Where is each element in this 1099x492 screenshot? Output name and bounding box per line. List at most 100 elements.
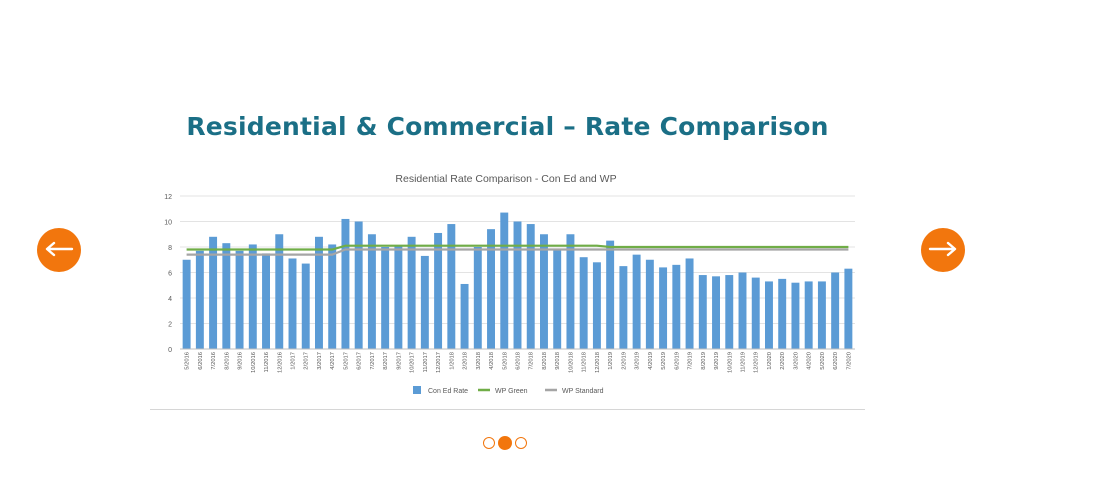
x-tick-label: 11/2018 [582, 352, 588, 373]
x-tick-label: 10/2016 [251, 352, 257, 373]
page-title: Residential & Commercial – Rate Comparis… [186, 112, 829, 141]
chart-legend: Con Ed Rate WP Green WP Standard [413, 386, 604, 395]
bar-12/2016 [275, 234, 284, 349]
x-tick-label: 1/2017 [291, 352, 297, 370]
bar-8/2017 [381, 247, 390, 349]
bar-11/2019 [738, 272, 747, 349]
x-tick-label: 9/2016 [238, 352, 244, 370]
bar-2/2018 [460, 283, 469, 349]
carousel-dot-3[interactable] [515, 437, 527, 449]
chart-divider [150, 409, 865, 410]
bar-6/2019 [672, 264, 681, 349]
bar-4/2020 [804, 281, 813, 349]
x-tick-label: 6/2020 [833, 352, 839, 370]
bar-4/2018 [487, 229, 495, 349]
y-tick-label: 12 [164, 194, 172, 201]
x-tick-label: 5/2016 [185, 352, 191, 370]
y-tick-label: 2 [168, 322, 172, 329]
bar-7/2019 [685, 258, 694, 349]
bar-8/2018 [540, 234, 548, 349]
x-tick-label: 3/2017 [317, 352, 323, 370]
bar-7/2018 [526, 224, 535, 349]
legend-label: WP Standard [562, 388, 604, 395]
legend-label: WP Green [495, 388, 528, 395]
bar-12/2018 [592, 262, 601, 349]
bar-7/2020 [844, 268, 853, 349]
x-tick-label: 1/2018 [449, 352, 455, 370]
bar-1/2019 [606, 240, 615, 349]
bar-2/2017 [301, 263, 310, 349]
x-tick-label: 11/2019 [741, 352, 747, 373]
x-tick-label: 6/2019 [674, 352, 680, 370]
x-tick-label: 5/2019 [661, 352, 667, 370]
bar-4/2017 [328, 244, 337, 349]
bar-4/2019 [645, 259, 654, 349]
bar-5/2019 [659, 267, 668, 349]
bar-11/2017 [420, 255, 429, 349]
bar-6/2017 [354, 221, 363, 349]
arrow-left-icon [44, 240, 74, 261]
chart-svg: Residential Rate Comparison - Con Ed and… [164, 173, 855, 395]
x-tick-label: 11/2017 [423, 352, 429, 373]
bar-5/2017 [341, 218, 350, 349]
carousel-dot-2[interactable] [498, 436, 512, 450]
x-tick-label: 2/2020 [780, 352, 786, 370]
y-tick-label: 4 [168, 296, 172, 303]
x-tick-label: 12/2017 [436, 352, 442, 373]
x-tick-label: 9/2017 [396, 352, 402, 370]
bar-9/2019 [712, 276, 720, 349]
line-wp-green [186, 244, 849, 251]
bar-3/2017 [315, 236, 323, 349]
bar-8/2016 [222, 243, 231, 349]
x-tick-label: 6/2016 [198, 352, 204, 370]
x-tick-label: 7/2020 [846, 352, 852, 370]
x-tick-label: 3/2018 [476, 352, 482, 370]
bar-1/2018 [447, 224, 456, 349]
x-tick-label: 5/2020 [820, 352, 826, 370]
y-tick-label: 0 [168, 347, 172, 354]
bar-6/2016 [195, 250, 204, 349]
x-tick-label: 12/2016 [277, 352, 283, 373]
y-axis-ticks: 0 2 4 6 8 10 12 [164, 194, 172, 354]
x-tick-label: 2/2018 [463, 352, 469, 370]
bar-9/2017 [394, 245, 403, 349]
bar-2/2020 [778, 278, 787, 349]
bar-11/2018 [579, 257, 588, 349]
x-tick-label: 5/2018 [502, 352, 508, 370]
legend-label: Con Ed Rate [428, 388, 468, 395]
bar-1/2017 [288, 258, 297, 349]
previous-slide-button[interactable] [37, 228, 81, 272]
bar-10/2017 [407, 236, 416, 349]
x-tick-label: 1/2020 [767, 352, 773, 370]
x-tick-label: 4/2017 [330, 352, 336, 370]
bar-12/2019 [751, 277, 760, 349]
bar-10/2018 [566, 234, 575, 349]
x-tick-label: 2/2019 [621, 352, 627, 370]
bar-7/2016 [209, 236, 218, 349]
bar-3/2019 [632, 254, 641, 349]
bar-12/2017 [434, 232, 443, 349]
con-ed-bars [182, 212, 853, 349]
x-tick-label: 8/2017 [383, 352, 389, 370]
bar-5/2018 [500, 212, 509, 349]
bar-8/2019 [698, 275, 707, 349]
y-tick-label: 8 [168, 245, 172, 252]
x-tick-label: 7/2017 [370, 352, 376, 370]
bar-6/2018 [513, 221, 522, 349]
bar-6/2020 [831, 272, 840, 349]
bar-10/2016 [248, 244, 257, 349]
arrow-right-icon [928, 240, 958, 261]
x-tick-label: 5/2017 [343, 352, 349, 370]
next-slide-button[interactable] [921, 228, 965, 272]
x-tick-label: 4/2020 [807, 352, 813, 370]
legend-swatch-con-ed-rate [413, 386, 421, 394]
bar-9/2018 [553, 249, 562, 349]
x-tick-label: 4/2018 [489, 352, 495, 370]
x-tick-label: 4/2019 [648, 352, 654, 370]
x-tick-label: 6/2018 [516, 352, 522, 370]
carousel-dot-1[interactable] [483, 437, 495, 449]
x-tick-label: 3/2019 [635, 352, 641, 370]
carousel-pagination [483, 436, 527, 450]
wp-lines [186, 244, 849, 256]
bar-5/2020 [817, 281, 826, 349]
